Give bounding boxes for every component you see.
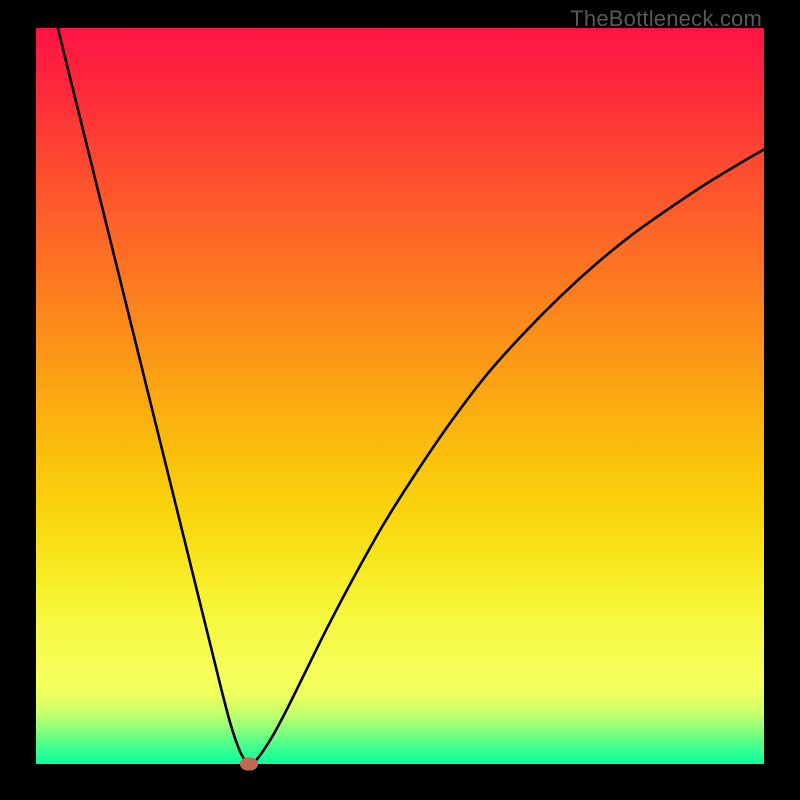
chart-container: { "canvas": { "width": 800, "height": 80… bbox=[0, 0, 800, 800]
plot-area bbox=[36, 28, 764, 764]
bottleneck-curve bbox=[36, 28, 764, 764]
optimum-marker bbox=[240, 758, 258, 771]
watermark-text: TheBottleneck.com bbox=[570, 6, 762, 32]
